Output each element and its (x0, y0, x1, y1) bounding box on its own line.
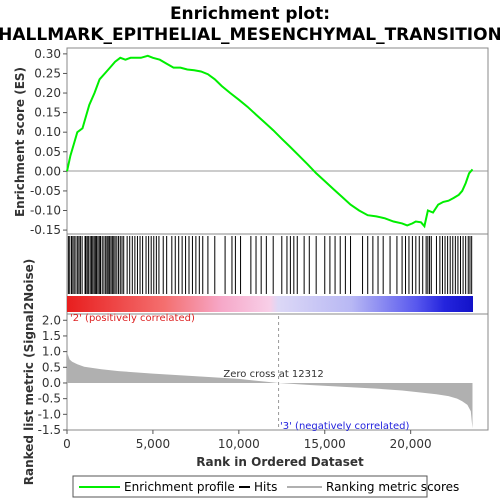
es-panel-frame (66, 47, 489, 235)
legend-enrichment-label: Enrichment profile (124, 480, 235, 494)
es-y-axis: 0.30 0.25 0.20 0.15 0.10 0.05 0.00 -0.05 -0.10 -0… (30, 47, 67, 237)
positive-correlation-label: '2' (positively correlated) (70, 313, 195, 324)
chart-title-line2: HALLMARK_EPITHELIAL_MESENCHYMAL_TRANSITI… (0, 25, 500, 45)
chart-title-line1: Enrichment plot: (170, 4, 330, 24)
metric-y-axis-label: Ranked list metric (Signal2Noise) (22, 259, 36, 486)
metric-y-tick-label: 2.0 (42, 313, 61, 327)
hits-panel (66, 233, 489, 315)
metric-panel: 2.0 1.5 1.00.5 0.0 -0.5-1.0 -1.5 Zero cross a… (22, 259, 489, 486)
es-y-tick-label: -0.05 (30, 184, 61, 198)
x-tick-label: 10,000 (218, 437, 260, 451)
es-y-tick-label: 0.30 (34, 47, 61, 61)
x-axis-label: Rank in Ordered Dataset (196, 455, 364, 469)
es-y-axis-label: Enrichment score (ES) (13, 67, 27, 217)
es-y-tick-label: -0.15 (30, 223, 61, 237)
es-y-tick-label: 0.00 (34, 164, 61, 178)
es-y-tick-label: 0.20 (34, 86, 61, 100)
x-tick-label: 15,000 (304, 437, 346, 451)
x-axis: 0 5,000 10,000 15,000 20,000 (63, 430, 432, 451)
metric-y-tick-label: 1.0 (42, 345, 61, 359)
es-y-tick-label: 0.10 (34, 125, 61, 139)
es-y-tick-label: 0.05 (34, 145, 61, 159)
x-tick-label: 0 (63, 437, 71, 451)
x-tick-label: 5,000 (136, 437, 170, 451)
metric-y-axis: 2.0 1.5 1.00.5 0.0 -0.5-1.0 -1.5 (38, 313, 67, 437)
x-tick-label: 20,000 (390, 437, 432, 451)
metric-panel-frame (66, 313, 489, 431)
metric-y-tick-label: 1.5 (42, 329, 61, 343)
negative-correlation-label: '3' (negatively correlated) (280, 421, 409, 432)
metric-y-tick-label: 0.5 (42, 360, 61, 374)
es-y-tick-label: 0.25 (34, 66, 61, 80)
metric-y-tick-label: -1.0 (38, 407, 61, 421)
legend-metric-label: Ranking metric scores (326, 480, 459, 494)
rank-color-bar (67, 296, 473, 312)
hit-markers (67, 236, 473, 294)
metric-y-tick-label: -1.5 (38, 423, 61, 437)
enrichment-profile-line (66, 54, 474, 229)
zero-cross-label: Zero cross at 12312 (223, 369, 323, 380)
legend: Enrichment profile Hits Ranking metric s… (72, 475, 459, 498)
metric-y-tick-label: 0.0 (42, 376, 61, 390)
es-y-tick-label: -0.10 (30, 204, 61, 218)
legend-hits-label: Hits (254, 480, 277, 494)
es-y-tick-label: 0.15 (34, 106, 61, 120)
es-panel: 0.30 0.25 0.20 0.15 0.10 0.05 0.00 -0.05 -0.10 -0… (13, 47, 489, 237)
metric-y-tick-label: -0.5 (38, 392, 61, 406)
